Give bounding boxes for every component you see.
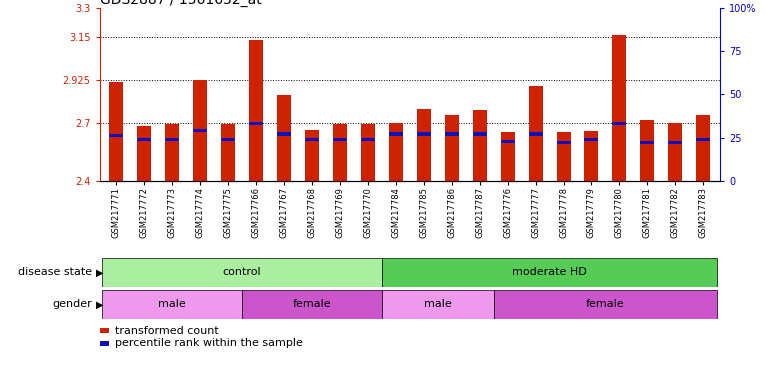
Bar	[389, 123, 403, 181]
Bar	[445, 132, 459, 136]
Bar	[696, 115, 710, 181]
Bar	[305, 138, 319, 141]
Text: percentile rank within the sample: percentile rank within the sample	[115, 338, 303, 348]
Bar	[249, 122, 263, 125]
Bar	[361, 138, 375, 141]
Bar	[221, 124, 235, 181]
Bar	[333, 138, 347, 141]
Text: ▶: ▶	[96, 267, 103, 278]
Text: gender: gender	[52, 299, 92, 310]
Text: male: male	[424, 299, 452, 310]
Bar	[382, 290, 493, 319]
Bar	[696, 138, 710, 141]
Bar	[137, 138, 152, 141]
Bar	[361, 124, 375, 181]
Bar	[277, 132, 291, 136]
Bar	[417, 109, 430, 181]
Bar	[277, 96, 291, 181]
Bar	[221, 138, 235, 141]
Bar	[103, 258, 382, 287]
Bar	[137, 126, 152, 181]
Bar	[613, 122, 627, 125]
Text: GDS2887 / 1561652_at: GDS2887 / 1561652_at	[100, 0, 261, 7]
Bar	[103, 290, 242, 319]
Bar	[382, 258, 717, 287]
Bar	[668, 123, 683, 181]
Bar	[640, 141, 654, 144]
Bar	[110, 82, 123, 181]
Bar	[668, 141, 683, 144]
Bar	[493, 290, 717, 319]
Bar	[305, 130, 319, 181]
Bar	[501, 132, 515, 181]
Text: moderate HD: moderate HD	[512, 267, 587, 278]
Bar	[165, 124, 179, 181]
Bar	[417, 132, 430, 136]
Text: ▶: ▶	[96, 299, 103, 310]
Bar	[242, 290, 382, 319]
Text: male: male	[159, 299, 186, 310]
Bar	[110, 134, 123, 137]
Bar	[193, 80, 207, 181]
Bar	[389, 132, 403, 136]
Bar	[613, 35, 627, 181]
Bar	[473, 110, 486, 181]
Bar	[529, 132, 542, 136]
Bar	[557, 132, 571, 181]
Bar	[445, 115, 459, 181]
Text: female: female	[586, 299, 625, 310]
Bar	[640, 119, 654, 181]
Bar	[529, 86, 542, 181]
Text: control: control	[223, 267, 261, 278]
Bar	[557, 141, 571, 144]
Bar	[473, 132, 486, 136]
Bar	[584, 131, 598, 181]
Bar	[249, 40, 263, 181]
Text: female: female	[293, 299, 332, 310]
Bar	[333, 124, 347, 181]
Bar	[584, 138, 598, 141]
Text: disease state: disease state	[18, 267, 92, 278]
Text: transformed count: transformed count	[115, 326, 218, 336]
Bar	[501, 140, 515, 143]
Bar	[193, 129, 207, 132]
Bar	[165, 138, 179, 141]
